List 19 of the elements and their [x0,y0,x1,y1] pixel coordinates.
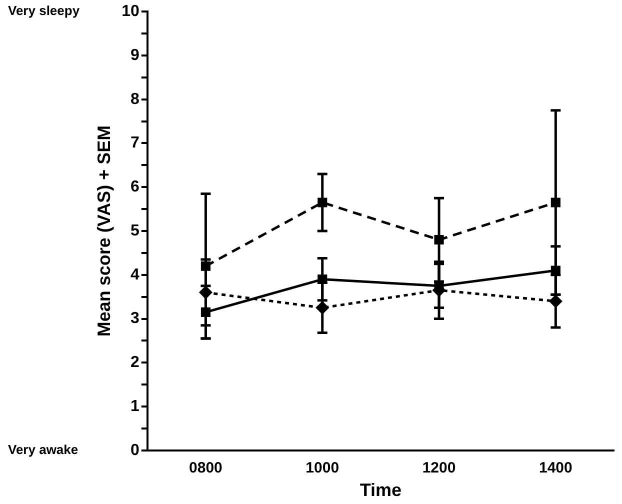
y-tick-label: 5 [130,222,140,240]
y-tick-label: 9 [130,46,140,64]
y-axis-title: Mean score (VAS) + SEM [94,125,114,337]
y-tick-label: 2 [130,354,140,372]
y-tick-label: 4 [130,266,140,284]
x-tick-label: 1400 [538,460,572,477]
y-tick-label: 3 [130,310,140,328]
y-tick-label: 7 [130,134,140,152]
x-axis-title: Time [360,480,402,500]
x-tick-label: 1000 [306,460,340,477]
text: Very sleepy [8,3,80,18]
x-tick-label: 1200 [422,460,456,477]
y-tick-label: 0 [130,442,140,459]
y-tick-label: 10 [122,3,140,20]
y-tick-label: 1 [130,398,140,415]
y-tick-label: 6 [130,178,140,196]
x-tick-label: 0800 [189,460,222,477]
y-tick-label: 8 [130,90,140,108]
text: Very awake [8,442,78,457]
